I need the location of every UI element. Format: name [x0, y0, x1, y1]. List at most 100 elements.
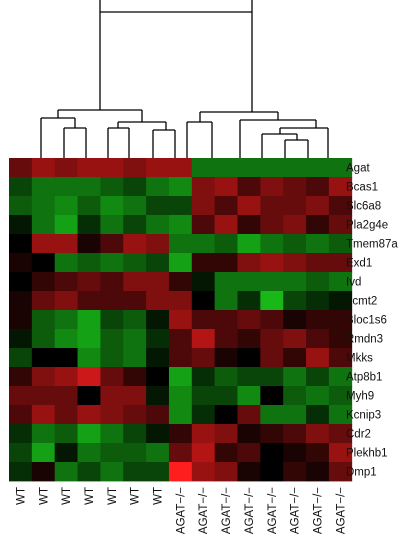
heatmap-cell	[146, 386, 170, 406]
heatmap-cell	[168, 405, 193, 425]
heatmap-cell	[328, 348, 353, 368]
heatmap-cell	[328, 291, 353, 311]
heatmap-cell	[214, 443, 238, 463]
heatmap-cell	[283, 348, 307, 368]
heatmap-cell	[168, 329, 193, 349]
heatmap-cell	[283, 234, 307, 254]
heatmap-cell	[9, 443, 33, 463]
heatmap-cell	[191, 367, 216, 387]
heatmap-cell	[77, 215, 101, 235]
heatmap-cell	[9, 329, 33, 349]
heatmap-cell	[168, 272, 193, 292]
heatmap-cell	[237, 158, 261, 178]
heatmap-cell	[54, 329, 78, 349]
heatmap-cell	[306, 215, 330, 235]
heatmap-cell	[146, 310, 170, 330]
heatmap-cell	[54, 310, 78, 330]
heatmap-cell	[123, 386, 147, 406]
heatmap-cell	[54, 348, 78, 368]
row-label: Cdr2	[346, 429, 371, 441]
heatmap-cell	[123, 462, 147, 482]
heatmap-cell	[54, 253, 78, 273]
heatmap-cell	[100, 367, 124, 387]
column-dendrogram	[40, 0, 329, 158]
heatmap-cell	[260, 443, 284, 463]
column-label: WT	[61, 487, 73, 505]
heatmap-cell	[54, 462, 78, 482]
heatmap-cell	[237, 386, 261, 406]
heatmap-cell	[168, 348, 193, 368]
heatmap-cell	[260, 291, 284, 311]
heatmap-cell	[237, 196, 261, 216]
heatmap-cell	[77, 424, 101, 444]
heatmap-cell	[77, 367, 101, 387]
heatmap-cell	[9, 386, 33, 406]
heatmap-cell	[77, 329, 101, 349]
heatmap-cell	[123, 234, 147, 254]
heatmap-cell	[31, 253, 56, 273]
heatmap-cell	[31, 348, 56, 368]
heatmap-cell	[146, 291, 170, 311]
row-label: Tmem87a	[346, 239, 398, 251]
row-label: Lcmt2	[346, 296, 377, 308]
heatmap-cell	[306, 386, 330, 406]
heatmap-cell	[54, 405, 78, 425]
heatmap-cell	[123, 424, 147, 444]
heatmap-cell	[123, 348, 147, 368]
heatmap-cell	[191, 424, 216, 444]
heatmap-cell	[260, 310, 284, 330]
heatmap-cell	[146, 272, 170, 292]
heatmap-cell	[31, 310, 56, 330]
heatmap-cell	[306, 196, 330, 216]
heatmap-cell	[100, 386, 124, 406]
heatmap-cell	[9, 424, 33, 444]
heatmap-cell	[9, 196, 33, 216]
heatmap-cell	[283, 253, 307, 273]
heatmap-cell	[214, 310, 238, 330]
heatmap-cell	[100, 310, 124, 330]
heatmap-cell	[77, 234, 101, 254]
heatmap-cell	[237, 462, 261, 482]
heatmap-cell	[123, 443, 147, 463]
heatmap-cell	[168, 196, 193, 216]
row-label: Slc6a8	[346, 201, 381, 213]
heatmap-cell	[306, 329, 330, 349]
heatmap-cell	[100, 462, 124, 482]
heatmap-cell	[283, 177, 307, 197]
heatmap-cell	[214, 462, 238, 482]
row-label: Ivd	[346, 277, 361, 289]
heatmap-cell	[237, 291, 261, 311]
heatmap-cell	[100, 253, 124, 273]
heatmap-cell	[123, 158, 147, 178]
heatmap-cell	[237, 405, 261, 425]
column-label: WT	[130, 487, 142, 505]
heatmap-cell	[146, 405, 170, 425]
heatmap-cell	[283, 443, 307, 463]
heatmap-cell	[260, 386, 284, 406]
row-label: Kcnip3	[346, 410, 381, 422]
heatmap-cell	[100, 215, 124, 235]
heatmap-cell	[283, 405, 307, 425]
heatmap-cell	[31, 272, 56, 292]
heatmap-cell	[146, 424, 170, 444]
heatmap-cell	[146, 196, 170, 216]
heatmap-cell	[306, 234, 330, 254]
heatmap-cell	[146, 234, 170, 254]
heatmap-cell	[168, 424, 193, 444]
heatmap-cell	[9, 177, 33, 197]
heatmap-cell	[123, 367, 147, 387]
heatmap-cell	[260, 462, 284, 482]
heatmap-cell	[214, 177, 238, 197]
heatmap-cells	[9, 158, 353, 482]
heatmap-cell	[9, 272, 33, 292]
heatmap-cell	[9, 253, 33, 273]
heatmap-cell	[214, 215, 238, 235]
heatmap-cell	[191, 291, 216, 311]
row-label: Myh9	[346, 391, 374, 403]
heatmap-cell	[328, 405, 353, 425]
heatmap-cell	[191, 272, 216, 292]
heatmap-cell	[31, 424, 56, 444]
row-label: Bcas1	[346, 182, 378, 194]
row-label: Dmp1	[346, 467, 377, 479]
heatmap-cell	[214, 272, 238, 292]
